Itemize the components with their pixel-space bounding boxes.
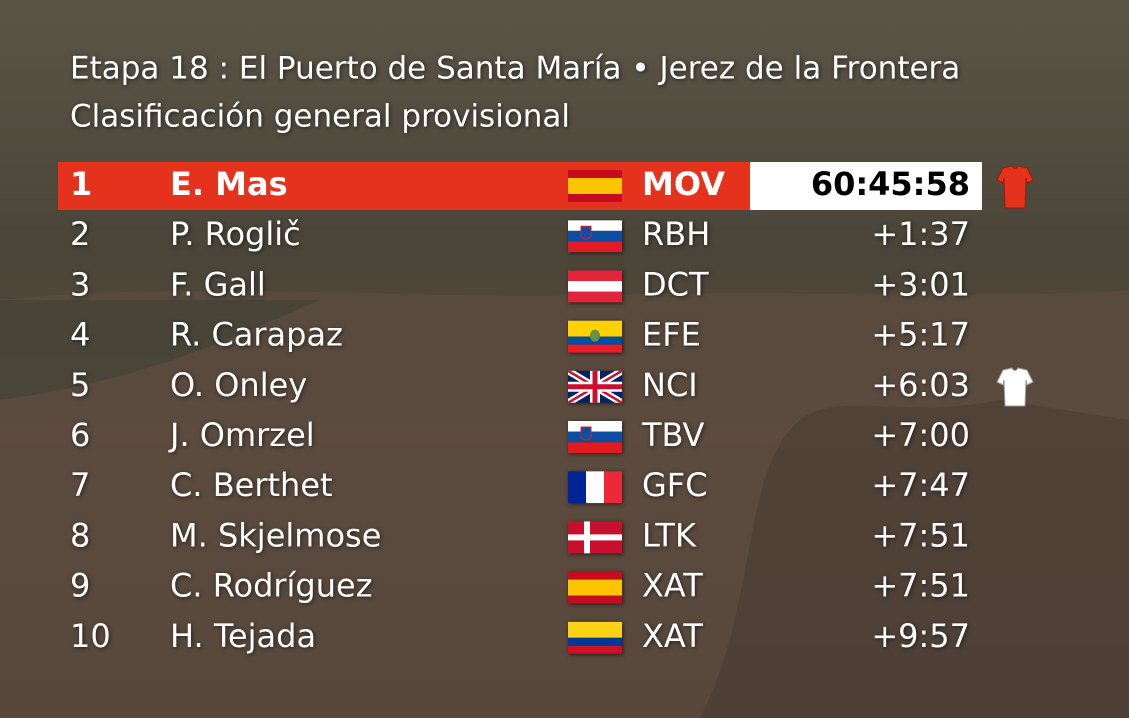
team-code: XAT: [642, 567, 703, 605]
flag-emblem: [590, 329, 600, 342]
classification-title: Clasificación general provisional: [70, 99, 570, 135]
rider-name: E. Mas: [170, 165, 288, 203]
flag-stripe: [568, 291, 622, 303]
team-code: GFC: [642, 466, 708, 504]
flag-stripe: [568, 344, 622, 353]
rank: 5: [70, 366, 90, 404]
team-code: XAT: [642, 617, 703, 655]
flag: [568, 320, 622, 353]
rank: 4: [70, 316, 90, 354]
time: +6:03: [871, 366, 970, 404]
leader-time-box: [750, 162, 982, 210]
flag-stripe: [568, 421, 622, 432]
field-shade: [0, 300, 320, 400]
flag-emblem: [580, 225, 592, 240]
flag: [568, 220, 622, 253]
rank: 10: [70, 617, 111, 655]
rank: 9: [70, 567, 90, 605]
flag-stripe: [586, 471, 604, 504]
flag-stripe: [568, 645, 622, 654]
time: +7:47: [871, 466, 970, 504]
time: +7:00: [871, 416, 970, 454]
red-jersey-icon: [996, 165, 1034, 209]
time: +7:51: [871, 516, 970, 554]
rank: 8: [70, 516, 90, 554]
header: Etapa 18 : El Puerto de Santa María • Je…: [70, 51, 960, 135]
flag-stripe: [568, 471, 586, 504]
standings-row: 3 F. Gall DCT +3:01: [70, 265, 970, 303]
time: +3:01: [871, 265, 970, 303]
flag-stripe: [568, 637, 622, 646]
flag: [568, 521, 622, 554]
flag: [568, 571, 622, 604]
flag-stripe: [568, 170, 622, 178]
time: +1:37: [871, 215, 970, 253]
team-code: NCI: [642, 366, 698, 404]
flag: [568, 421, 622, 453]
flag: [568, 270, 622, 303]
team-code: RBH: [642, 215, 710, 253]
flag-stripe: [568, 270, 622, 282]
flag-stripe: [568, 579, 622, 596]
rank: 1: [70, 165, 92, 203]
rider-name: P. Roglič: [170, 215, 301, 253]
rank: 7: [70, 466, 90, 504]
rider-name: M. Skjelmose: [170, 516, 381, 554]
rider-name: H. Tejada: [170, 617, 316, 655]
standings-row: 5 O. Onley NCI +6:03: [70, 366, 970, 404]
standings-row: 10 H. Tejada XAT +9:57: [70, 617, 970, 655]
flag-stripe: [568, 595, 622, 604]
time: 60:45:58: [811, 165, 970, 203]
flag: [568, 170, 622, 202]
rider-name: O. Onley: [170, 366, 307, 404]
standings-row: 2 P. Roglič RBH +1:37: [70, 215, 970, 253]
flag-stripe: [568, 621, 622, 638]
flag-stripe: [568, 230, 622, 242]
time: +5:17: [871, 316, 970, 354]
team-code: TBV: [641, 416, 705, 454]
flag-stripe: [604, 471, 622, 504]
standings-row: 4 R. Carapaz EFE +5:17: [70, 316, 970, 354]
stage-title: Etapa 18 : El Puerto de Santa María • Je…: [70, 51, 960, 87]
flag: [568, 471, 622, 504]
flag: [568, 621, 622, 654]
standings-row: 9 C. Rodríguez XAT +7:51: [70, 567, 970, 605]
standings-row: 1 E. Mas MOV 60:45:58: [70, 165, 970, 203]
team-code: LTK: [642, 516, 697, 554]
standings-row: 6 J. Omrzel TBV +7:00: [70, 416, 970, 454]
rider-name: F. Gall: [170, 265, 266, 303]
flag-stripe: [568, 220, 622, 231]
time: +9:57: [871, 617, 970, 655]
flag-cross: [568, 534, 622, 541]
flag-stripe: [568, 194, 622, 202]
team-code: DCT: [642, 265, 709, 303]
flag-stripe: [568, 281, 622, 292]
standings-row: 8 M. Skjelmose LTK +7:51: [70, 516, 970, 554]
flag: [568, 370, 622, 403]
team-code: EFE: [642, 316, 701, 354]
standings-row: 7 C. Berthet GFC +7:47: [70, 466, 970, 504]
flag-cross: [568, 370, 622, 403]
flag-stripe: [568, 178, 622, 194]
leader-bar: [58, 162, 750, 210]
rider-name: C. Berthet: [170, 466, 333, 504]
field-shade: [700, 400, 1129, 718]
rank: 6: [70, 416, 90, 454]
time: +7:51: [871, 567, 970, 605]
rider-name: J. Omrzel: [168, 416, 315, 454]
flag-stripe: [568, 442, 622, 453]
rank: 3: [70, 265, 90, 303]
white-jersey-icon: [996, 367, 1034, 407]
standings: 1 E. Mas MOV 60:45:58 2 P. Roglič RBH +1:37 3 F. …: [70, 165, 970, 655]
rank: 2: [70, 215, 90, 253]
rider-name: R. Carapaz: [170, 316, 343, 354]
flag-stripe: [568, 571, 622, 580]
flag-stripe: [568, 241, 622, 253]
flag-stripe: [568, 320, 622, 337]
team-code: MOV: [642, 165, 725, 203]
flag-stripe: [568, 431, 622, 443]
flag-emblem: [580, 426, 592, 441]
rider-name: C. Rodríguez: [170, 567, 373, 605]
